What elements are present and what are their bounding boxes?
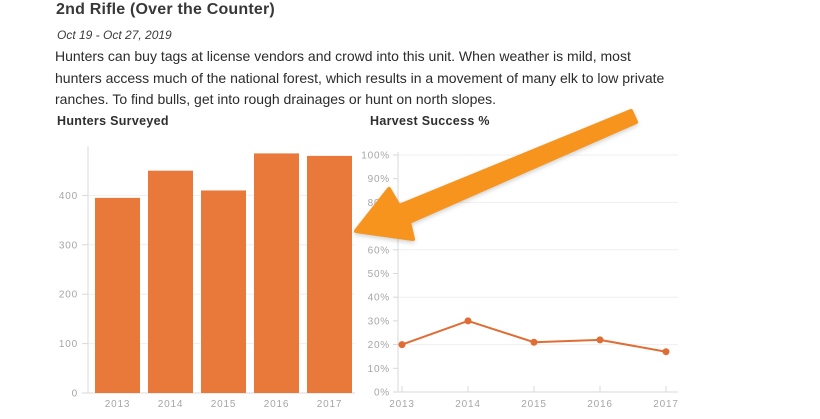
svg-text:300: 300 — [59, 240, 78, 251]
bar-2017 — [307, 155, 352, 393]
svg-text:2015: 2015 — [521, 399, 546, 410]
bar-2014 — [148, 170, 193, 393]
data-point-2013 — [398, 341, 406, 349]
data-point-2015 — [530, 338, 538, 346]
svg-text:70%: 70% — [368, 222, 390, 233]
description-line: hunters access much of the national fore… — [55, 69, 665, 86]
svg-text:40%: 40% — [368, 293, 390, 304]
bar-2016 — [254, 153, 299, 393]
svg-text:20%: 20% — [368, 340, 390, 351]
bar-2015 — [201, 190, 246, 393]
svg-text:2016: 2016 — [587, 399, 612, 410]
svg-text:50%: 50% — [368, 269, 390, 280]
svg-text:2013: 2013 — [105, 399, 130, 410]
line-chart-title: Harvest Success % — [370, 114, 490, 128]
description-line: Hunters can buy tags at license vendors … — [55, 48, 631, 64]
harvest-success-line — [401, 319, 667, 353]
svg-text:2015: 2015 — [211, 399, 236, 410]
svg-text:100: 100 — [59, 339, 78, 350]
svg-text:2016: 2016 — [264, 399, 289, 410]
description-paragraph: Hunters can buy tags at license vendors … — [55, 46, 664, 111]
svg-text:0%: 0% — [374, 388, 390, 399]
svg-text:2014: 2014 — [455, 399, 480, 410]
data-point-2017 — [662, 348, 670, 356]
svg-text:30%: 30% — [368, 316, 390, 327]
data-point-2016 — [596, 336, 604, 344]
description-line: ranches. To find bulls, get into rough d… — [55, 91, 497, 107]
data-point-2014 — [464, 317, 472, 325]
svg-text:2017: 2017 — [317, 399, 342, 410]
bar-2013 — [95, 197, 140, 393]
hunters-surveyed-bar-chart: 0 100 200 300 400 2013 2014 2015 2016 2017 — [59, 146, 355, 410]
svg-text:2013: 2013 — [389, 399, 414, 410]
svg-text:10%: 10% — [368, 364, 390, 375]
date-range: Oct 19 - Oct 27, 2019 — [57, 28, 172, 42]
svg-text:2017: 2017 — [653, 399, 678, 410]
svg-text:200: 200 — [59, 290, 78, 301]
svg-text:60%: 60% — [368, 245, 390, 256]
svg-text:90%: 90% — [368, 174, 390, 185]
svg-text:80%: 80% — [368, 198, 390, 209]
svg-text:400: 400 — [59, 191, 78, 202]
svg-text:0: 0 — [72, 389, 78, 400]
svg-text:2014: 2014 — [158, 399, 183, 410]
svg-text:100%: 100% — [361, 151, 390, 162]
bar-chart-title: Hunters Surveyed — [57, 114, 169, 128]
page-title: 2nd Rifle (Over the Counter) — [56, 1, 275, 18]
harvest-success-line-chart: 0% 10% 20% 30% 40% 50% 60% 70% 80% 90% 100% 2013 201… — [361, 151, 678, 410]
